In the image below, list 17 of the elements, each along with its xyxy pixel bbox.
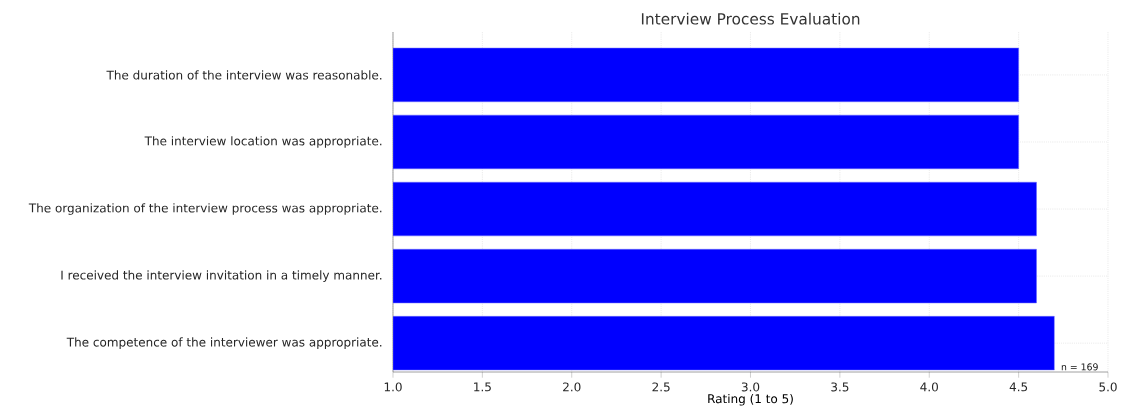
x-tick-label: 1.0 <box>384 382 402 392</box>
x-tick-label: 1.5 <box>474 382 491 392</box>
x-tick-label: 5.0 <box>1099 382 1117 392</box>
x-tick-label: 3.0 <box>741 382 760 392</box>
annotation: n = 169 <box>1061 363 1098 371</box>
chart-title: Interview Process Evaluation <box>641 12 860 25</box>
y-tick-label: The duration of the interview was reasonable. <box>106 70 382 80</box>
y-tick-label: The competence of the interviewer was appropriate. <box>66 337 382 349</box>
x-tick-label: 2.5 <box>652 382 670 392</box>
x-axis-title: Rating (1 to 5) <box>708 393 793 406</box>
x-tick-label: 2.0 <box>563 382 581 392</box>
x-tick-label: 4.0 <box>920 382 938 392</box>
y-tick-label: The organization of the interview process was appropriate. <box>28 203 382 215</box>
x-tick-label: 4.5 <box>1009 382 1028 392</box>
y-tick-label: I received the interview invitation in a timely manner. <box>61 270 382 282</box>
y-tick-label: The interview location was appropriate. <box>144 136 382 148</box>
x-tick-label: 3.5 <box>831 382 849 392</box>
